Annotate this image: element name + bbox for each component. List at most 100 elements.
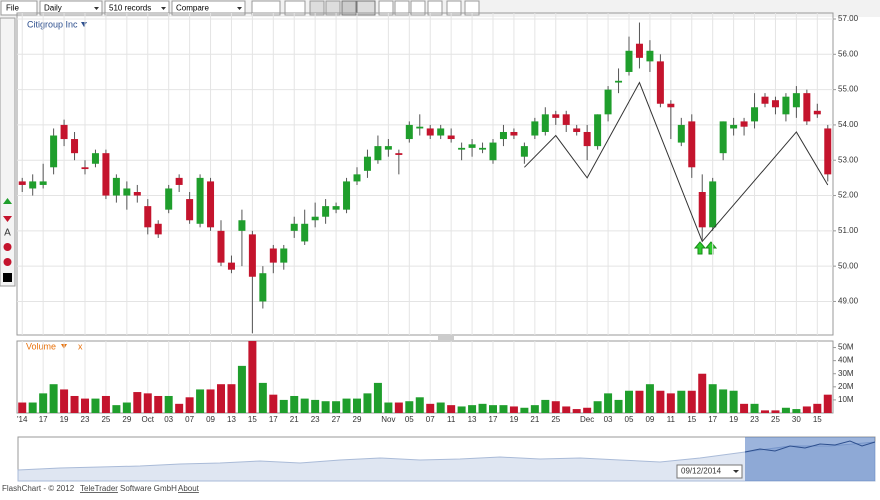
x-tick-label: 05 — [625, 415, 634, 424]
volume-bar — [729, 390, 738, 413]
candle-body — [709, 181, 717, 228]
sell-tool[interactable] — [3, 216, 12, 222]
reset-button[interactable] — [446, 0, 462, 16]
pattern-line — [524, 81, 829, 243]
candle-body — [813, 110, 821, 115]
records-select[interactable] — [104, 0, 170, 16]
volume-bar — [122, 402, 131, 413]
x-tick-label: 27 — [332, 415, 341, 424]
candle-body — [395, 153, 403, 155]
candle-body — [531, 121, 539, 136]
volume-bar — [60, 389, 69, 413]
x-tick-label: 19 — [509, 415, 518, 424]
volume-bar — [196, 389, 205, 413]
volume-bar — [468, 405, 477, 413]
draw-button[interactable] — [356, 0, 376, 16]
volume-bar — [583, 407, 592, 413]
text-tool[interactable]: A — [4, 228, 11, 239]
export-button[interactable] — [427, 0, 443, 16]
candle-body — [541, 114, 549, 132]
price-legend[interactable]: Citigroup Inc — [27, 19, 78, 29]
x-tick-label: 17 — [489, 415, 498, 424]
volume-bar — [269, 394, 278, 413]
candle-body — [290, 223, 298, 231]
candle-body — [625, 50, 633, 72]
candle-body — [594, 114, 602, 147]
zoom-in-button[interactable] — [394, 0, 410, 16]
x-tick-label: 19 — [729, 415, 738, 424]
volume-bar — [708, 384, 717, 413]
y-tick-label: 57.00 — [838, 14, 859, 23]
interval-select[interactable] — [39, 0, 103, 16]
buy-tool[interactable] — [3, 198, 12, 204]
footer: FlashChart - © 2012 TeleTrader Software … — [2, 484, 200, 493]
candle-body — [123, 188, 131, 196]
volume-bar — [719, 389, 728, 413]
candle-body — [311, 216, 319, 221]
volume-bar — [436, 402, 445, 413]
candle-body — [50, 135, 58, 168]
remove-volume[interactable]: x — [78, 341, 83, 351]
candle-body — [573, 128, 581, 132]
volume-legend[interactable]: Volume — [26, 341, 56, 351]
legend-arrow[interactable] — [81, 22, 87, 27]
volume-bar — [311, 399, 320, 413]
volume-bar — [593, 401, 602, 413]
volume-bar — [457, 406, 466, 413]
volume-bar — [185, 397, 194, 413]
candle-body — [363, 156, 371, 171]
volume-bar — [509, 406, 518, 413]
candle-body — [688, 121, 696, 168]
x-tick-label: 11 — [667, 415, 676, 424]
x-tick-label: 09 — [206, 415, 215, 424]
dropdown-arrow — [237, 7, 242, 10]
volume-bar — [175, 403, 184, 413]
x-tick-label: 30 — [792, 415, 801, 424]
color-tool[interactable] — [3, 273, 12, 282]
zoom-out-button[interactable] — [410, 0, 426, 16]
volume-bar — [666, 393, 675, 413]
candle-body — [499, 131, 507, 140]
candle-body — [248, 234, 256, 277]
y-tick-label: 56.00 — [838, 49, 859, 58]
candle-body — [29, 181, 37, 189]
navigator-selection[interactable] — [745, 437, 875, 481]
volume-bar — [771, 410, 780, 413]
x-tick-label: 07 — [185, 415, 194, 424]
candle-body — [771, 100, 779, 108]
volume-bar — [572, 409, 581, 413]
volume-bar — [551, 401, 560, 413]
candle-body — [280, 248, 288, 263]
candle-body — [301, 223, 309, 242]
chart-type-button[interactable] — [251, 0, 281, 16]
about-link[interactable]: About — [178, 484, 200, 493]
delete-tool[interactable] — [3, 243, 12, 251]
buy-signal — [693, 241, 707, 255]
navigator-date: 09/12/2014 — [681, 467, 722, 476]
dropdown-arrow — [733, 470, 739, 473]
interval-label: Daily — [44, 4, 62, 13]
candle-body — [615, 80, 623, 83]
volume-panel — [16, 340, 834, 414]
trend-button[interactable] — [378, 0, 394, 16]
volume-bar — [530, 405, 539, 413]
volume-bar — [237, 365, 246, 413]
volume-button[interactable] — [309, 0, 325, 16]
x-tick-label: 13 — [468, 415, 477, 424]
volume-bar — [248, 341, 257, 413]
compare-select[interactable] — [171, 0, 246, 16]
volume-bar — [426, 403, 435, 413]
panel-splitter[interactable] — [438, 336, 454, 340]
delete-all-tool[interactable] — [3, 258, 12, 266]
candle-body — [447, 135, 455, 140]
indicator-button[interactable] — [341, 0, 357, 16]
company-link[interactable]: TeleTrader — [80, 484, 118, 493]
percent-button[interactable] — [284, 0, 306, 16]
volume-bar — [813, 403, 822, 413]
file-menu[interactable] — [0, 0, 38, 16]
minmax-button[interactable] — [325, 0, 341, 16]
toolbar: File Daily 510 records Compare — [0, 0, 880, 17]
date-box[interactable] — [676, 464, 743, 479]
volume-bar — [415, 397, 424, 413]
